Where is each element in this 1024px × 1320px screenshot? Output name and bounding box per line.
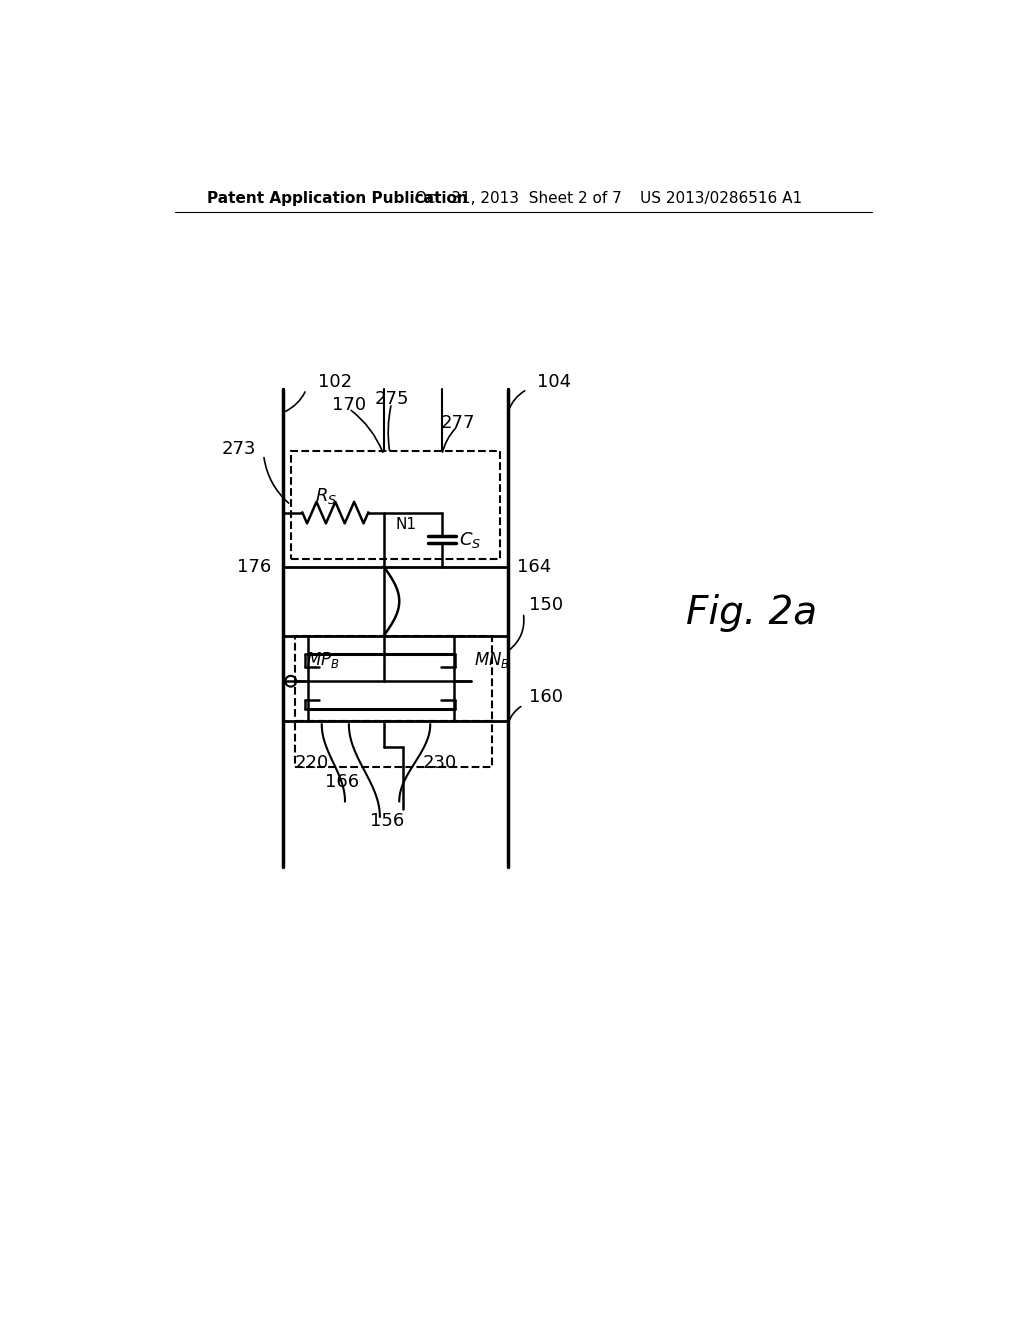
- Text: Fig. 2a: Fig. 2a: [686, 594, 817, 632]
- Text: $R_S$: $R_S$: [314, 486, 337, 506]
- Text: 150: 150: [529, 597, 563, 614]
- Text: 156: 156: [371, 812, 404, 829]
- Text: US 2013/0286516 A1: US 2013/0286516 A1: [640, 191, 802, 206]
- Text: 170: 170: [332, 396, 366, 413]
- Text: 220: 220: [295, 754, 329, 772]
- Text: Oct. 31, 2013  Sheet 2 of 7: Oct. 31, 2013 Sheet 2 of 7: [415, 191, 622, 206]
- Text: 277: 277: [440, 413, 475, 432]
- Text: 164: 164: [517, 557, 551, 576]
- Text: 166: 166: [325, 774, 359, 791]
- Text: 273: 273: [221, 441, 256, 458]
- Text: $MP_B$: $MP_B$: [306, 651, 340, 671]
- Bar: [291, 451, 500, 558]
- Text: $C_S$: $C_S$: [459, 529, 481, 549]
- Text: 275: 275: [374, 391, 409, 408]
- Text: 176: 176: [238, 557, 271, 576]
- Text: N1: N1: [395, 516, 417, 532]
- Text: 160: 160: [529, 689, 563, 706]
- Text: 104: 104: [538, 372, 571, 391]
- Text: $MN_B$: $MN_B$: [474, 651, 511, 671]
- Bar: [295, 636, 493, 721]
- Text: 102: 102: [317, 372, 352, 391]
- Bar: [295, 721, 493, 767]
- Text: Patent Application Publication: Patent Application Publication: [207, 191, 468, 206]
- Text: 230: 230: [423, 754, 457, 772]
